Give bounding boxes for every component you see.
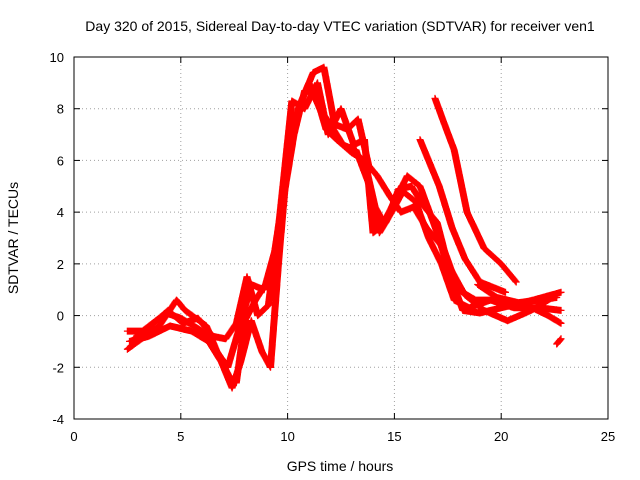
series-track-6 xyxy=(416,136,509,296)
plot-frame xyxy=(73,56,609,420)
y-tick-label: 4 xyxy=(57,205,64,220)
series-track-1 xyxy=(123,87,565,387)
series-markers xyxy=(474,281,561,307)
series-markers xyxy=(431,94,520,286)
x-tick-label: 25 xyxy=(601,429,615,444)
series-track-5 xyxy=(431,94,520,286)
grid xyxy=(74,57,608,419)
y-tick-label: 6 xyxy=(57,153,64,168)
series-track-8 xyxy=(553,335,565,348)
axis-ticks: 0 5 10 15 20 25 -4 -2 0 2 4 6 8 10 xyxy=(50,50,616,444)
x-axis-label: GPS time / hours xyxy=(287,458,394,474)
x-tick-label: 10 xyxy=(280,429,294,444)
y-tick-label: -4 xyxy=(52,412,64,427)
x-tick-label: 15 xyxy=(387,429,401,444)
y-axis-label: SDTVAR / TECUs xyxy=(5,182,21,294)
series-markers xyxy=(123,87,565,387)
series-markers xyxy=(416,136,509,296)
chart-title: Day 320 of 2015, Sidereal Day-to-day VTE… xyxy=(85,18,595,34)
x-tick-label: 20 xyxy=(494,429,508,444)
y-tick-label: 0 xyxy=(57,309,64,324)
y-tick-label: -2 xyxy=(52,360,64,375)
series-track-7 xyxy=(474,281,561,307)
y-tick-label: 8 xyxy=(57,102,64,117)
x-tick-label: 5 xyxy=(177,429,184,444)
series-track-4 xyxy=(130,79,561,343)
x-tick-label: 0 xyxy=(70,429,77,444)
y-tick-label: 2 xyxy=(57,257,64,272)
series-markers xyxy=(553,335,565,348)
y-tick-label: 10 xyxy=(50,50,64,65)
data-series xyxy=(123,63,565,392)
series-markers xyxy=(130,79,561,343)
